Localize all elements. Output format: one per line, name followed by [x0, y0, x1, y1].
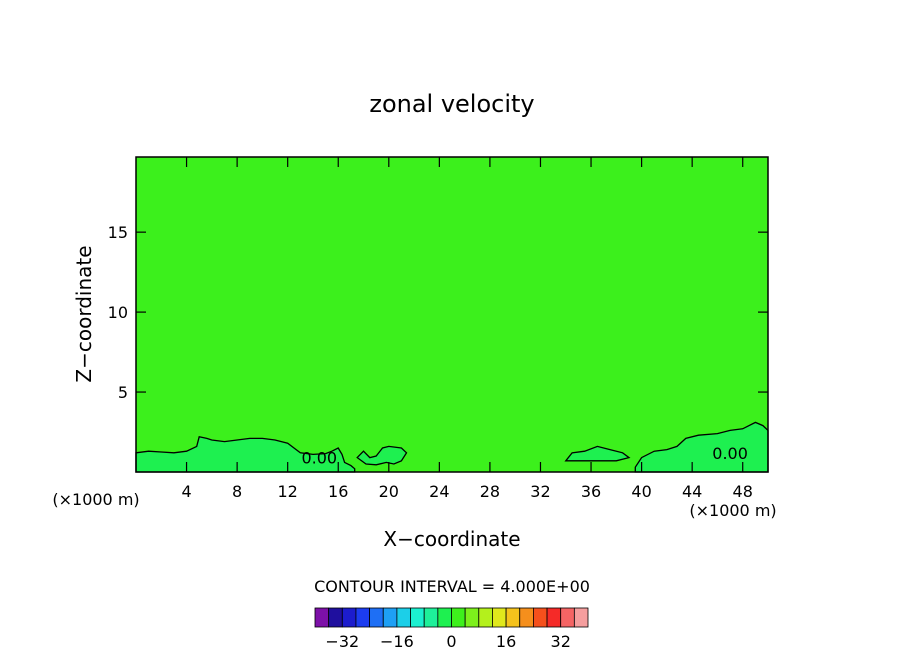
colorbar-swatch: [492, 607, 507, 628]
y-axis-ticks: 5 10 15: [108, 223, 768, 402]
colorbar-swatch: [382, 607, 398, 628]
contour-regions: [136, 422, 768, 472]
contour-labels: 0.00 0.00: [301, 444, 747, 468]
x-unit-right: (×1000 m): [689, 501, 776, 520]
colorbar-swatch: [560, 607, 575, 628]
y-tick-label: 15: [108, 223, 128, 242]
zero-contour-2: [356, 445, 408, 466]
x-tick-label: 8: [232, 482, 242, 501]
colorbar-swatch: [355, 607, 371, 628]
x-axis-ticks: 4 8 12 16 20 24 28 32 36 40 44 48: [181, 157, 753, 501]
colorbar-swatch: [341, 607, 357, 628]
plot-area: 0.00 0.00: [135, 156, 769, 473]
contour-region-4: [635, 422, 768, 472]
y-tick-label: 10: [108, 303, 128, 322]
colorbar-swatch: [396, 607, 411, 628]
colorbar-tick-label: −16: [380, 632, 414, 651]
contour-region-1: [136, 436, 355, 472]
contour-region-2: [357, 446, 407, 465]
colorbar-swatch: [519, 607, 534, 628]
contour-label-2: 0.00: [712, 444, 748, 463]
colorbar-tick-label: −32: [325, 632, 359, 651]
colorbar-swatch: [505, 607, 521, 628]
chart-title: zonal velocity: [369, 90, 534, 118]
colorbar-swatch: [437, 607, 452, 628]
zero-contour-3: [564, 445, 631, 462]
x-tick-label: 12: [278, 482, 298, 501]
colorbar-swatch: [410, 607, 425, 628]
x-tick-label: 28: [480, 482, 500, 501]
x-tick-label: 36: [581, 482, 601, 501]
x-unit-left: (×1000 m): [52, 490, 139, 509]
x-tick-label: 24: [429, 482, 449, 501]
colorbar-swatch: [369, 607, 384, 628]
zero-contour-1: [135, 436, 356, 473]
x-tick-label: 16: [328, 482, 348, 501]
x-tick-label: 48: [733, 482, 753, 501]
contour-interval-text: CONTOUR INTERVAL = 4.000E+00: [314, 577, 590, 596]
x-tick-label: 44: [682, 482, 702, 501]
contour-label-1: 0.00: [301, 449, 337, 468]
x-axis-label: X−coordinate: [383, 527, 520, 551]
colorbar-swatch: [314, 607, 330, 628]
colorbar-tick-label: 0: [446, 632, 456, 651]
x-tick-label: 32: [530, 482, 550, 501]
colorbar-swatch: [464, 607, 480, 628]
x-tick-label: 4: [181, 482, 191, 501]
colorbar-swatch: [533, 607, 548, 628]
colorbar-swatch: [546, 607, 562, 628]
background-field: [136, 157, 768, 472]
colorbar-swatch: [328, 607, 343, 628]
y-tick-label: 5: [118, 383, 128, 402]
contour-region-3: [565, 446, 629, 461]
x-tick-label: 20: [379, 482, 399, 501]
colorbar-swatch: [423, 607, 439, 628]
colorbar-swatch: [573, 607, 589, 628]
x-tick-label: 40: [631, 482, 651, 501]
plot-frame: [135, 156, 769, 473]
colorbar-tick-labels: −32 −16 0 16 32: [325, 632, 570, 651]
y-axis-label: Z−coordinate: [72, 245, 96, 382]
colorbar-swatch: [451, 607, 466, 628]
colorbar-tick-label: 32: [551, 632, 571, 651]
colorbar: [314, 607, 589, 628]
colorbar-swatch: [478, 607, 493, 628]
colorbar-tick-label: 16: [496, 632, 516, 651]
